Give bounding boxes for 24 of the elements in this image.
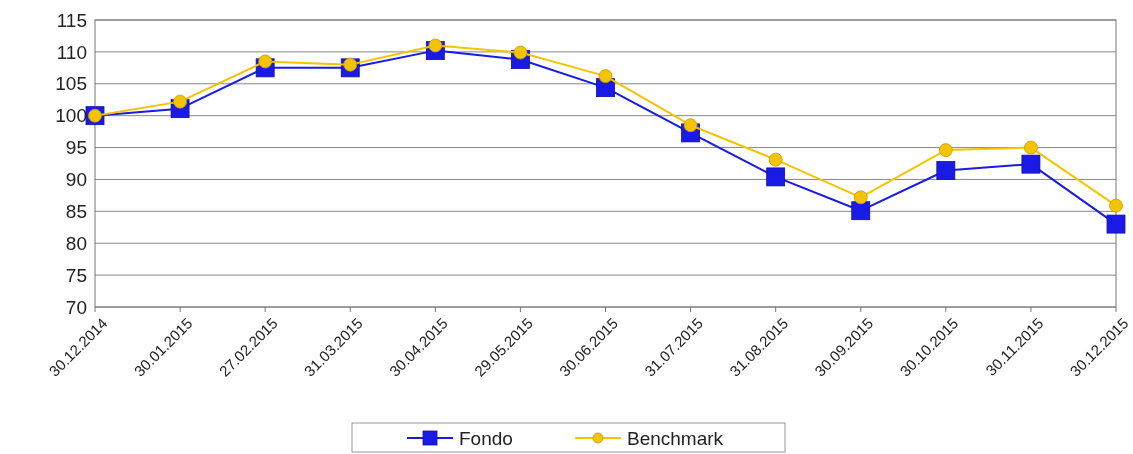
point [1106,214,1126,234]
point [1109,198,1123,213]
point [853,190,868,205]
y-tick-label: 95 [65,137,87,159]
point [768,152,783,167]
y-tick-label: 105 [55,73,87,95]
y-tick-label: 85 [65,200,87,222]
y-tick-label: 110 [56,41,87,63]
point [513,45,528,60]
point [851,201,871,221]
point [936,161,956,180]
y-tick-label: 70 [65,296,87,318]
y-tick-label: 115 [56,9,87,31]
y-tick-label: 80 [65,232,87,254]
point [1021,154,1041,174]
y-tick-label: 75 [65,264,87,286]
point [766,167,786,187]
point [938,143,953,158]
point [598,69,613,84]
y-tick-label: 100 [55,105,87,127]
y-tick-label: 90 [65,169,87,191]
legend-label: Fondo [459,427,513,449]
point [1024,140,1038,155]
legend-label: Benchmark [627,427,724,449]
